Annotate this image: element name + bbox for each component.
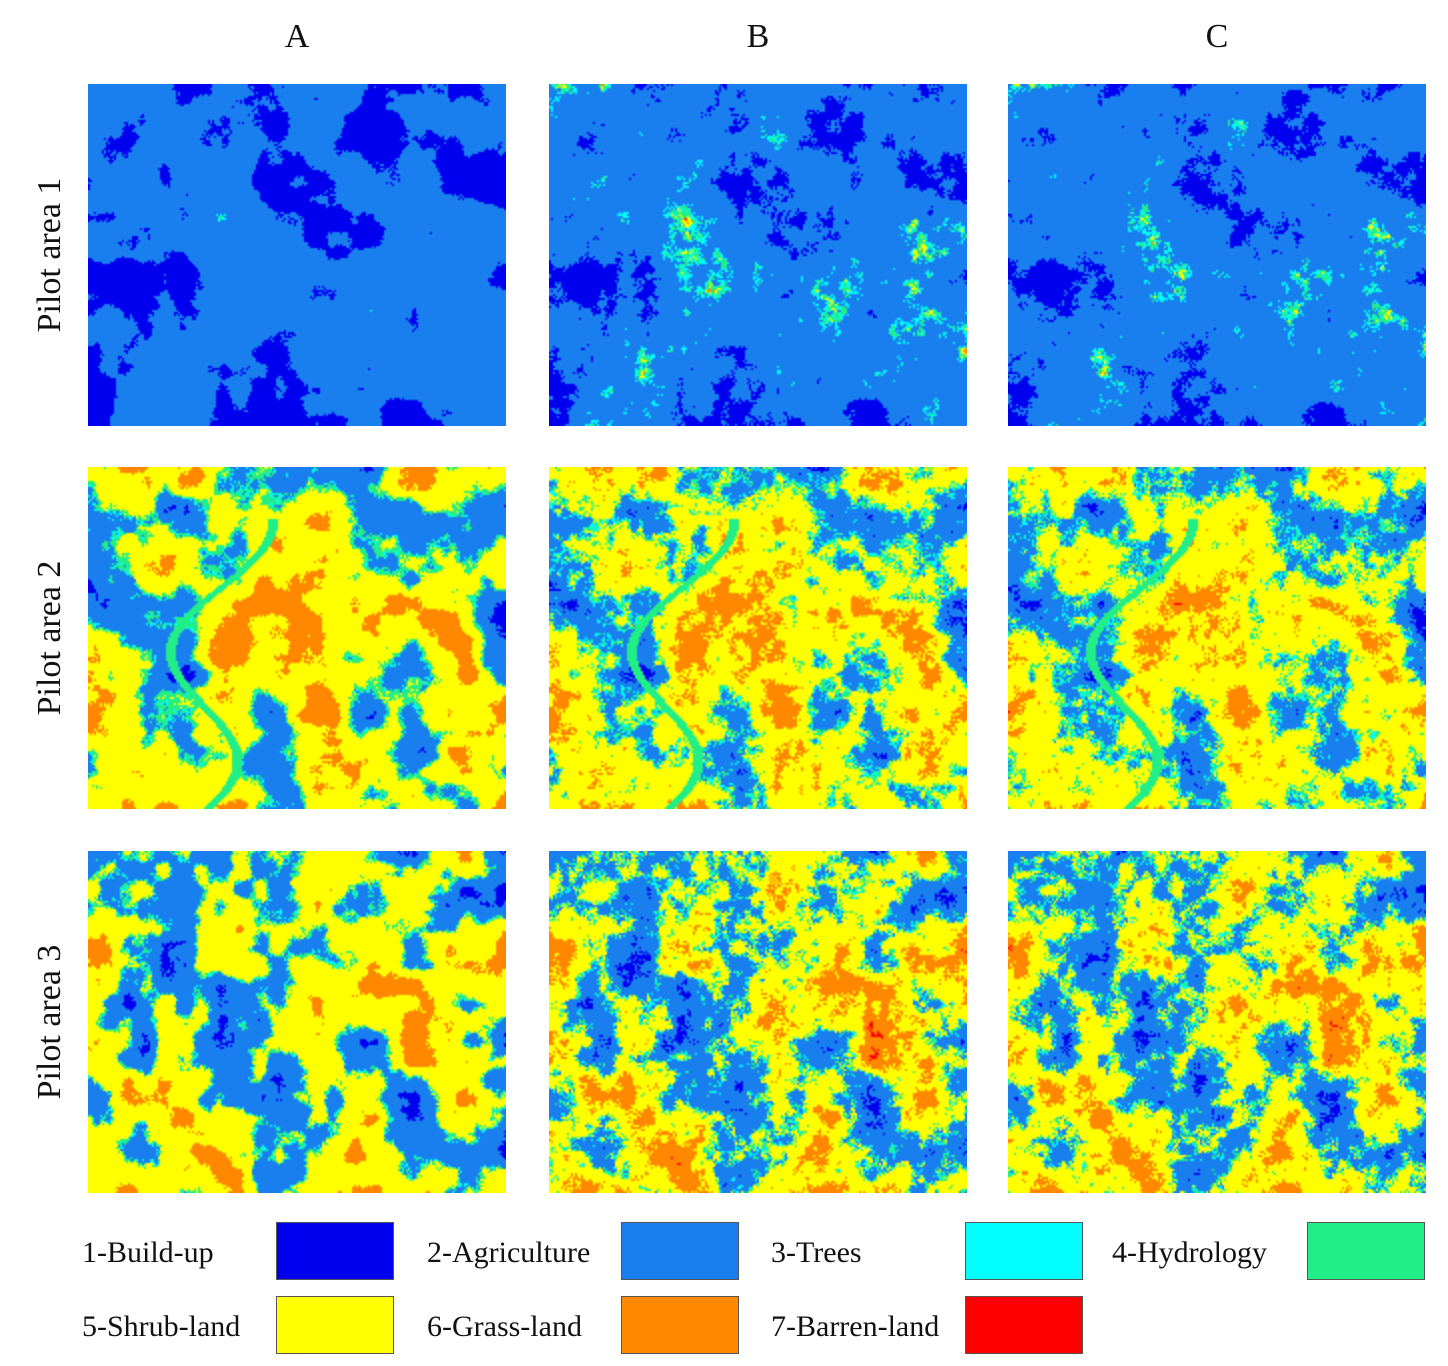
legend-swatch-build-up (276, 1222, 394, 1280)
legend-label-barren-land: 7-Barren-land (771, 1310, 940, 1343)
legend-label-trees: 3-Trees (771, 1236, 862, 1269)
map-panel-area2-A (88, 467, 506, 809)
legend-swatch-agriculture (621, 1222, 739, 1280)
legend-swatch-barren-land (965, 1296, 1083, 1354)
row-label-pilot-area-1: Pilot area 1 (31, 177, 68, 333)
map-panel-area3-B (549, 851, 967, 1193)
legend-swatch-grass-land (621, 1296, 739, 1354)
column-header-b: B (746, 18, 770, 55)
map-panel-area1-A (88, 84, 506, 426)
map-panel-area2-C (1008, 467, 1426, 809)
legend-swatch-trees (965, 1222, 1083, 1280)
row-label-pilot-area-3: Pilot area 3 (31, 944, 68, 1100)
legend-swatch-shrub-land (276, 1296, 394, 1354)
map-panel-area2-B (549, 467, 967, 809)
map-panel-area3-C (1008, 851, 1426, 1193)
map-panel-area1-B (549, 84, 967, 426)
column-header-a: A (284, 18, 310, 55)
map-panel-area1-C (1008, 84, 1426, 426)
legend-label-grass-land: 6-Grass-land (427, 1310, 582, 1343)
legend-label-build-up: 1-Build-up (82, 1236, 214, 1269)
legend-swatch-hydrology (1307, 1222, 1425, 1280)
column-header-c: C (1205, 18, 1229, 55)
legend-label-shrub-land: 5-Shrub-land (82, 1310, 241, 1343)
legend-label-hydrology: 4-Hydrology (1112, 1236, 1267, 1269)
legend-label-agriculture: 2-Agriculture (427, 1236, 591, 1269)
map-panel-area3-A (88, 851, 506, 1193)
row-label-pilot-area-2: Pilot area 2 (31, 560, 68, 716)
